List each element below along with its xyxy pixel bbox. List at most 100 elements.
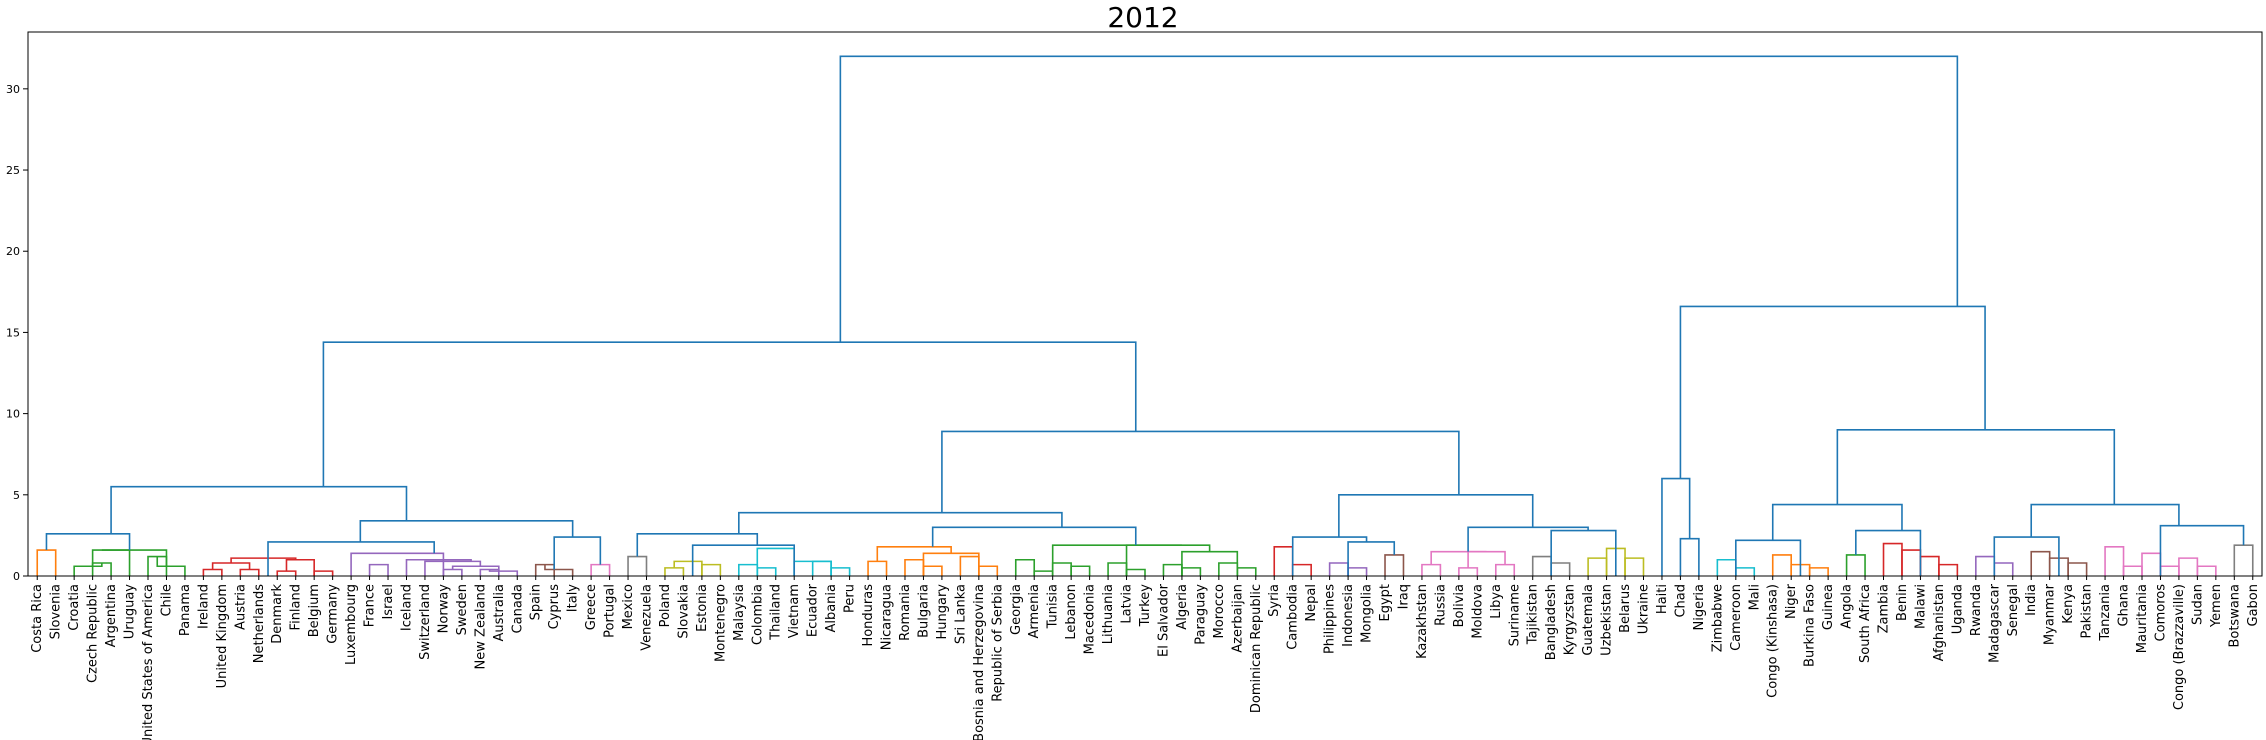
dendrogram-link xyxy=(442,568,463,576)
dendrogram-link xyxy=(1125,568,1146,576)
leaf-label: El Salvador xyxy=(1156,583,1171,657)
dendrogram-link xyxy=(1218,562,1239,576)
dendrogram-link xyxy=(1384,554,1405,576)
dendrogram-link xyxy=(1051,562,1072,576)
dendrogram-link xyxy=(101,549,168,567)
dendrogram-link xyxy=(627,555,648,576)
dendrogram-link xyxy=(1328,562,1349,576)
leaf-label: Nepal xyxy=(1304,584,1319,622)
dendrogram-link xyxy=(322,341,1137,487)
leaf-label: Slovenia xyxy=(49,584,64,639)
leaf-label: Iraq xyxy=(1396,584,1411,609)
leaf-label: Guinea xyxy=(1821,584,1836,630)
dendrogram-link xyxy=(1550,562,1571,576)
leaf-label: Estonia xyxy=(695,584,710,632)
dendrogram-link xyxy=(1291,563,1312,576)
leaf-label: South Africa xyxy=(1858,584,1873,663)
dendrogram-link xyxy=(1494,563,1516,576)
leaf-label: Israel xyxy=(381,584,396,620)
dendrogram-link xyxy=(830,567,851,576)
y-tick-label: 0 xyxy=(13,570,20,583)
leaf-label: Vietnam xyxy=(787,584,802,638)
dendrogram-link xyxy=(811,560,832,576)
leaf-label: Chad xyxy=(1673,584,1688,618)
dendrogram-link xyxy=(1845,554,1866,576)
dendrogram-link xyxy=(230,557,297,564)
dendrogram-link xyxy=(756,567,777,576)
leaf-label: Niger xyxy=(1784,583,1799,619)
dendrogram-link xyxy=(110,485,408,534)
leaf-label: Iceland xyxy=(399,584,414,631)
dendrogram-link xyxy=(1467,550,1506,568)
leaf-label: Mongolia xyxy=(1360,584,1375,643)
y-tick-label: 5 xyxy=(13,489,20,502)
dendrogram-link xyxy=(45,532,131,551)
leaf-label: Bosnia and Herzegovina xyxy=(972,584,987,740)
leaf-label: Canada xyxy=(510,584,525,633)
dendrogram-link xyxy=(1661,477,1691,576)
leaf-label: Haiti xyxy=(1655,584,1670,614)
dendrogram-link xyxy=(738,563,759,576)
dendrogram-link xyxy=(405,558,472,576)
dendrogram-link xyxy=(1919,555,1940,576)
dendrogram-link xyxy=(1938,563,1959,576)
leaf-label: Philippines xyxy=(1323,584,1338,654)
leaf-label: Dominican Republic xyxy=(1249,584,1264,713)
dendrogram-link xyxy=(1236,567,1257,576)
leaf-label: Afghanistan xyxy=(1932,584,1947,661)
dendrogram-link xyxy=(1735,567,1756,576)
dendrogram-link xyxy=(488,569,519,576)
leaf-label: Lithuania xyxy=(1101,584,1116,644)
leaf-label: Kenya xyxy=(2061,584,2076,624)
dendrogram-link xyxy=(1808,567,1829,576)
dendrogram-link xyxy=(1855,529,1922,576)
dendrogram-link xyxy=(1993,562,2014,576)
dendrogram-link xyxy=(2030,503,2180,538)
dendrogram-link xyxy=(2196,565,2217,576)
dendrogram-link xyxy=(544,564,574,576)
leaf-label: Tunisia xyxy=(1046,584,1061,629)
dendrogram-link xyxy=(1993,536,2060,576)
leaf-label: Syria xyxy=(1267,584,1282,617)
leaf-label: Republic of Serbia xyxy=(990,584,1005,702)
leaf-label: Argentina xyxy=(104,584,119,647)
dendrogram-link xyxy=(1107,562,1128,576)
leaf-label: Mauritania xyxy=(2135,584,2150,653)
dendrogram-link xyxy=(1125,544,1211,576)
dendrogram-link xyxy=(1771,503,1903,541)
leaf-label: Sweden xyxy=(455,584,470,635)
dendrogram-link xyxy=(1033,570,1054,576)
dendrogram-link xyxy=(2141,552,2162,576)
plot-frame xyxy=(27,31,2263,577)
leaf-label: Burkina Faso xyxy=(1803,584,1818,667)
dendrogram-link xyxy=(941,430,1460,513)
dendrogram-link xyxy=(36,549,57,576)
dendrogram-link xyxy=(156,556,186,576)
dendrogram-link xyxy=(202,568,223,576)
leaf-label: Georgia xyxy=(1009,584,1024,635)
dendrogram-link xyxy=(73,563,103,576)
leaf-label: Romania xyxy=(898,584,913,641)
leaf-label: Malawi xyxy=(1913,584,1928,629)
leaf-label: Sri Lanka xyxy=(953,584,968,644)
dendrogram-link xyxy=(922,565,943,576)
leaf-label: Guatemala xyxy=(1581,584,1596,656)
dendrogram-link xyxy=(1587,557,1608,576)
dendrogram-link xyxy=(267,541,435,576)
leaf-label: New Zealand xyxy=(473,584,488,669)
dendrogram-link xyxy=(1291,536,1368,576)
dendrogram-link xyxy=(1467,526,1589,552)
dendrogram-link xyxy=(359,519,574,542)
leaf-label: Comoros xyxy=(2153,584,2168,642)
leaf-label: Yemen xyxy=(2209,584,2224,628)
dendrogram-link xyxy=(1679,537,1700,576)
leaf-label: Congo (Kinshasa) xyxy=(1766,584,1781,698)
leaf-label: Cameroon xyxy=(1729,584,1744,651)
leaf-label: Ukraine xyxy=(1636,584,1651,634)
dendrogram-link xyxy=(1882,542,1903,576)
leaf-label: Paraguay xyxy=(1193,584,1208,645)
dendrogram-link xyxy=(1014,558,1036,576)
dendrogram-link xyxy=(553,536,602,570)
leaf-label: Kyrgyzstan xyxy=(1563,584,1578,655)
leaf-label: Uzbekistan xyxy=(1600,584,1615,656)
